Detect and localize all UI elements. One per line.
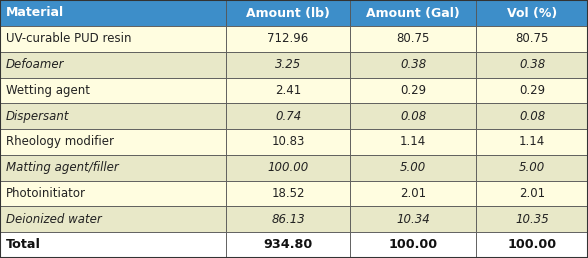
Text: 80.75: 80.75: [396, 32, 430, 45]
Bar: [476, 26, 588, 52]
Text: 2.01: 2.01: [519, 187, 545, 200]
Text: 3.25: 3.25: [275, 58, 301, 71]
Bar: [476, 232, 588, 258]
Bar: [476, 52, 588, 77]
Bar: [0, 232, 226, 258]
Bar: [476, 129, 588, 155]
Bar: [0, 103, 226, 129]
Text: Defoamer: Defoamer: [6, 58, 65, 71]
Text: 0.08: 0.08: [519, 110, 545, 123]
Text: 0.74: 0.74: [275, 110, 301, 123]
Bar: [0, 52, 226, 77]
Text: 10.83: 10.83: [272, 135, 305, 148]
Bar: [0, 155, 226, 181]
Bar: [226, 232, 350, 258]
Bar: [476, 181, 588, 206]
Text: 5.00: 5.00: [519, 161, 545, 174]
Bar: [226, 155, 350, 181]
Bar: [350, 103, 476, 129]
Text: 934.80: 934.80: [263, 238, 313, 252]
Text: 100.00: 100.00: [389, 238, 437, 252]
Text: Photoinitiator: Photoinitiator: [6, 187, 86, 200]
Bar: [226, 181, 350, 206]
Text: UV-curable PUD resin: UV-curable PUD resin: [6, 32, 132, 45]
Bar: [350, 181, 476, 206]
Text: 2.01: 2.01: [400, 187, 426, 200]
Text: 0.29: 0.29: [519, 84, 545, 97]
Text: 10.35: 10.35: [515, 213, 549, 226]
Text: Matting agent/filler: Matting agent/filler: [6, 161, 119, 174]
Text: 100.00: 100.00: [507, 238, 557, 252]
Text: 0.38: 0.38: [519, 58, 545, 71]
Text: Amount (Gal): Amount (Gal): [366, 6, 460, 20]
Bar: [350, 52, 476, 77]
Bar: [0, 0, 226, 26]
Text: 80.75: 80.75: [516, 32, 549, 45]
Text: Dispersant: Dispersant: [6, 110, 69, 123]
Bar: [0, 206, 226, 232]
Bar: [350, 206, 476, 232]
Bar: [0, 26, 226, 52]
Text: Material: Material: [6, 6, 64, 20]
Text: 0.38: 0.38: [400, 58, 426, 71]
Text: 5.00: 5.00: [400, 161, 426, 174]
Bar: [476, 77, 588, 103]
Text: 1.14: 1.14: [400, 135, 426, 148]
Bar: [226, 52, 350, 77]
Bar: [476, 155, 588, 181]
Text: Deionized water: Deionized water: [6, 213, 102, 226]
Text: 1.14: 1.14: [519, 135, 545, 148]
Bar: [0, 129, 226, 155]
Bar: [226, 77, 350, 103]
Text: 0.08: 0.08: [400, 110, 426, 123]
Bar: [350, 129, 476, 155]
Text: Wetting agent: Wetting agent: [6, 84, 90, 97]
Bar: [350, 155, 476, 181]
Text: 18.52: 18.52: [272, 187, 305, 200]
Bar: [476, 0, 588, 26]
Text: Vol (%): Vol (%): [507, 6, 557, 20]
Bar: [350, 26, 476, 52]
Text: Total: Total: [6, 238, 41, 252]
Bar: [476, 206, 588, 232]
Bar: [226, 103, 350, 129]
Bar: [350, 232, 476, 258]
Bar: [226, 0, 350, 26]
Text: 100.00: 100.00: [268, 161, 309, 174]
Text: 10.34: 10.34: [396, 213, 430, 226]
Bar: [0, 77, 226, 103]
Text: 0.29: 0.29: [400, 84, 426, 97]
Text: Rheology modifier: Rheology modifier: [6, 135, 114, 148]
Text: 712.96: 712.96: [268, 32, 309, 45]
Bar: [0, 181, 226, 206]
Bar: [226, 129, 350, 155]
Text: Amount (lb): Amount (lb): [246, 6, 330, 20]
Text: 86.13: 86.13: [271, 213, 305, 226]
Text: 2.41: 2.41: [275, 84, 301, 97]
Bar: [350, 77, 476, 103]
Bar: [226, 206, 350, 232]
Bar: [476, 103, 588, 129]
Bar: [350, 0, 476, 26]
Bar: [226, 26, 350, 52]
